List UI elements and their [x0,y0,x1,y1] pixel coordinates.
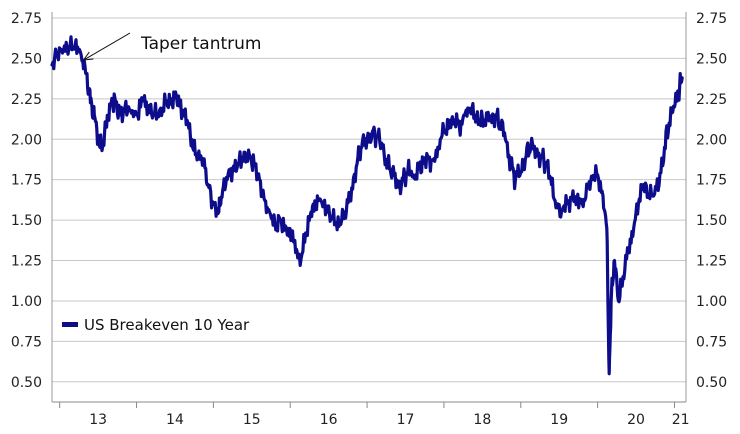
legend: US Breakeven 10 Year [62,316,250,334]
y-tick-right-label-8: 2.50 [696,51,727,67]
y-tick-left-label-0: 0.50 [11,375,42,391]
y-tick-left-label-2: 1.00 [11,294,42,310]
y-tick-right-label-2: 1.00 [696,294,727,310]
x-tick-label-18: 18 [473,412,491,428]
x-tick-label-16: 16 [320,412,338,428]
legend-label: US Breakeven 10 Year [84,316,250,334]
y-tick-left-label-5: 1.75 [11,173,42,189]
y-axis-left: 0.50 0.75 1.00 1.25 1.50 1.75 2.00 2.25 2.50 2.75 [11,11,53,402]
annotation-text: Taper tantrum [140,34,261,54]
plot-area [50,35,684,376]
annotation-taper-tantrum: Taper tantrum [82,32,261,61]
gridlines [52,17,686,383]
y-tick-right-label-0: 0.50 [696,375,727,391]
x-tick-label-21: 21 [672,412,690,428]
y-tick-right-label-3: 1.25 [696,254,727,270]
y-tick-right-label-1: 0.75 [696,334,727,350]
x-axis: 13 14 15 16 17 18 19 20 21 [52,401,690,428]
y-tick-left-label-6: 2.00 [11,132,42,148]
y-axis-right: 0.50 0.75 1.00 1.25 1.50 1.75 2.00 2.25 2.50 2.75 [685,11,727,402]
annotation-arrowhead [82,51,94,61]
x-tick-label-15: 15 [243,412,261,428]
legend-swatch [62,322,78,327]
y-tick-right-label-9: 2.75 [696,11,727,27]
y-tick-left-label-4: 1.50 [11,213,42,229]
y-tick-left-label-1: 0.75 [11,334,42,350]
series-line-us-breakeven-10-year [50,35,684,376]
y-tick-right-label-5: 1.75 [696,173,727,189]
x-tick-label-20: 20 [627,412,645,428]
y-tick-right-label-7: 2.25 [696,92,727,108]
x-tick-label-17: 17 [397,412,415,428]
x-tick-label-14: 14 [166,412,184,428]
y-tick-right-label-4: 1.50 [696,213,727,229]
y-tick-left-label-3: 1.25 [11,254,42,270]
y-tick-left-label-7: 2.25 [11,92,42,108]
y-tick-left-label-9: 2.75 [11,11,42,27]
annotation-leader-line [83,32,131,61]
y-tick-right-label-6: 2.00 [696,132,727,148]
x-tick-label-19: 19 [550,412,568,428]
x-tick-label-13: 13 [89,412,107,428]
y-tick-left-label-8: 2.50 [11,51,42,67]
